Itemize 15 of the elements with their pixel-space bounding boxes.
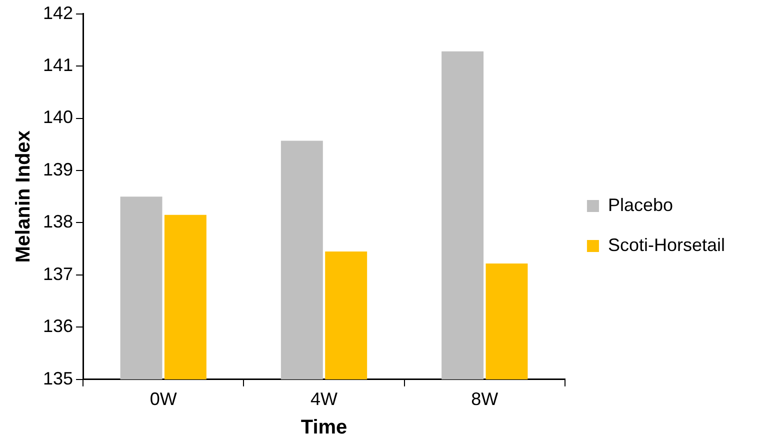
y-tick-label: 137 [42,264,74,284]
legend-label: Placebo [608,194,674,215]
y-tick-label: 141 [42,54,74,75]
y-tick-label: 135 [42,368,74,388]
x-tick-label: 8W [471,389,498,410]
y-tick-label: 142 [42,2,74,23]
x-tick-label: 0W [150,389,177,410]
x-axis-title: Time [300,416,348,439]
y-tick-label: 139 [42,159,74,180]
y-tick-label: 138 [42,212,74,232]
x-tick-label: 4W [310,389,338,410]
y-tick-label: 136 [42,316,74,336]
y-axis-title: Melanin Index [12,130,35,263]
legend-label: Scoti-Horsetail [608,234,726,255]
y-tick-label: 140 [42,107,74,128]
